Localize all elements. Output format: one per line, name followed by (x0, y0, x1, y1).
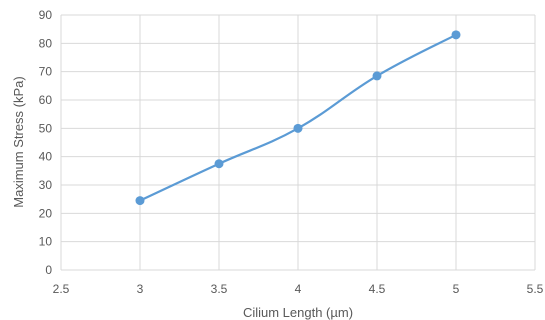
x-tick-label: 5 (453, 282, 460, 296)
x-tick-label: 5.5 (527, 282, 544, 296)
x-tick-label: 3.5 (211, 282, 228, 296)
y-tick-label: 40 (39, 150, 53, 164)
x-tick-label: 3 (137, 282, 144, 296)
x-tick-label: 2.5 (53, 282, 70, 296)
y-axis-title: Maximum Stress (kPa) (11, 76, 26, 207)
data-point (135, 196, 145, 206)
x-axis-title: Cilium Length (µm) (243, 305, 353, 320)
y-tick-label: 0 (45, 263, 52, 277)
data-point (293, 123, 303, 133)
y-tick-label: 60 (39, 93, 53, 107)
y-tick-label: 50 (39, 121, 53, 135)
data-point (372, 71, 382, 81)
y-tick-label: 70 (39, 65, 53, 79)
y-tick-label: 30 (39, 178, 53, 192)
data-point (214, 159, 224, 169)
y-tick-label: 20 (39, 206, 53, 220)
y-tick-label: 90 (39, 8, 53, 22)
y-tick-label: 10 (39, 235, 53, 249)
x-tick-labels: 2.5 3 3.5 4 4.5 5 5.5 (53, 282, 544, 296)
data-point (451, 30, 461, 40)
gridlines (60, 14, 536, 271)
x-tick-label: 4.5 (369, 282, 386, 296)
x-tick-label: 4 (295, 282, 302, 296)
y-tick-label: 80 (39, 36, 53, 50)
y-tick-labels: 0 10 20 30 40 50 60 70 80 90 (39, 8, 53, 277)
series-layer (135, 30, 461, 206)
